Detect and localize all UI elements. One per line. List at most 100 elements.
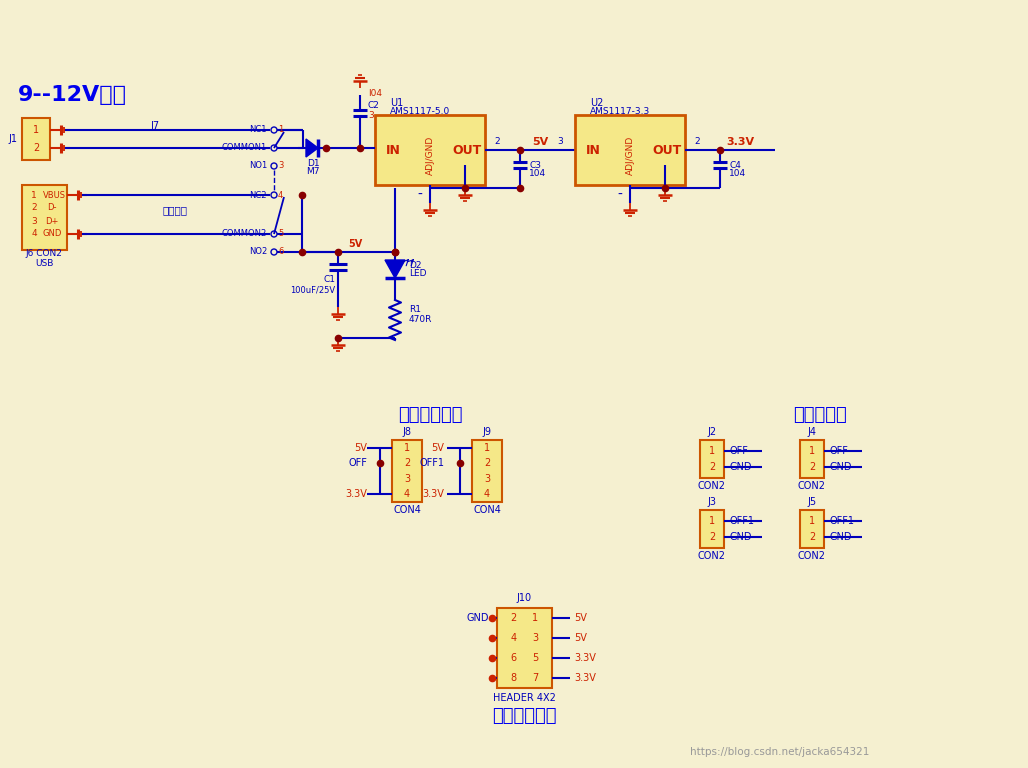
Text: J2: J2 (707, 427, 717, 437)
Text: OUT: OUT (653, 144, 682, 157)
Text: 外接电源引出: 外接电源引出 (492, 707, 557, 725)
Text: 5V: 5V (431, 442, 444, 453)
Text: OFF1: OFF1 (829, 516, 854, 526)
Text: D-: D- (47, 204, 57, 213)
Polygon shape (306, 139, 318, 157)
Text: 1: 1 (484, 442, 490, 453)
Text: USB: USB (35, 260, 53, 269)
Text: J4: J4 (808, 427, 816, 437)
Text: GND: GND (42, 230, 62, 239)
Bar (22, 185, 67, 250)
Text: NC1: NC1 (250, 125, 267, 134)
Text: J7: J7 (150, 121, 159, 131)
Text: 9--12V直流: 9--12V直流 (19, 85, 127, 105)
Text: -: - (618, 188, 622, 202)
Text: 3: 3 (404, 474, 410, 484)
Text: 1: 1 (278, 125, 284, 134)
Text: J3: J3 (707, 497, 717, 507)
Text: 3.3V: 3.3V (423, 489, 444, 499)
Text: 3: 3 (533, 633, 539, 643)
Text: M7: M7 (306, 167, 320, 176)
Text: 3: 3 (31, 217, 37, 226)
Bar (497, 608, 552, 688)
Text: U2: U2 (590, 98, 603, 108)
Polygon shape (386, 260, 405, 278)
Text: CON4: CON4 (473, 505, 501, 515)
Text: 1: 1 (533, 613, 539, 623)
Text: 4: 4 (484, 489, 490, 499)
Text: J9: J9 (482, 427, 491, 437)
Text: 6: 6 (278, 247, 284, 257)
Text: GND: GND (729, 462, 751, 472)
Text: 2: 2 (484, 458, 490, 468)
Text: CON2: CON2 (798, 481, 827, 491)
Text: C3: C3 (529, 161, 541, 170)
Text: J10: J10 (517, 593, 533, 603)
Text: 1: 1 (33, 125, 39, 135)
Text: 1: 1 (709, 516, 715, 526)
Text: 4: 4 (511, 633, 516, 643)
Text: 3: 3 (368, 111, 374, 120)
Text: https://blog.csdn.net/jacka654321: https://blog.csdn.net/jacka654321 (691, 747, 870, 757)
Text: 470R: 470R (409, 316, 433, 325)
Text: ADJ/GND: ADJ/GND (426, 135, 435, 174)
Text: 2: 2 (31, 204, 37, 213)
Text: 2: 2 (709, 532, 715, 542)
Text: 1: 1 (809, 516, 815, 526)
Bar (575, 115, 685, 185)
Text: NO2: NO2 (249, 247, 267, 257)
Text: I04: I04 (368, 88, 382, 98)
Text: GND: GND (829, 462, 851, 472)
Text: VBUS: VBUS (42, 190, 66, 200)
Bar (800, 510, 824, 548)
Text: 4: 4 (404, 489, 410, 499)
Bar (392, 440, 423, 502)
Text: OFF: OFF (829, 446, 848, 456)
Text: 3.3V: 3.3V (726, 137, 755, 147)
Text: AMS1117-3.3: AMS1117-3.3 (590, 107, 651, 115)
Text: 2: 2 (809, 532, 815, 542)
Text: CON2: CON2 (698, 551, 726, 561)
Text: OFF1: OFF1 (729, 516, 754, 526)
Text: -: - (417, 188, 423, 202)
Text: 104: 104 (729, 170, 746, 178)
Bar (800, 440, 824, 478)
Text: 2: 2 (510, 613, 517, 623)
Text: C4: C4 (729, 161, 741, 170)
Text: COMMON1: COMMON1 (222, 144, 267, 153)
Text: J1: J1 (8, 134, 17, 144)
Text: 3: 3 (278, 161, 284, 170)
Text: D2: D2 (409, 260, 421, 270)
Bar (472, 440, 502, 502)
Text: 5V: 5V (354, 442, 367, 453)
Text: ADJ/GND: ADJ/GND (625, 135, 634, 174)
Text: GND: GND (829, 532, 851, 542)
Text: 5: 5 (533, 653, 539, 663)
Text: 5V: 5V (574, 613, 587, 623)
Text: AMS1117-5.0: AMS1117-5.0 (390, 107, 450, 115)
Text: 2: 2 (494, 137, 500, 147)
Text: OFF1: OFF1 (419, 458, 444, 468)
Text: 1: 1 (31, 190, 37, 200)
Text: 面包板电源: 面包板电源 (794, 406, 847, 424)
Text: 4: 4 (31, 230, 37, 239)
Text: CON2: CON2 (698, 481, 726, 491)
Text: 4: 4 (278, 190, 284, 200)
Text: 104: 104 (529, 170, 546, 178)
Text: 8: 8 (511, 673, 516, 683)
Text: 2: 2 (33, 143, 39, 153)
Text: C2: C2 (368, 101, 380, 110)
Text: 自锁开关: 自锁开关 (162, 205, 187, 215)
Text: NO1: NO1 (249, 161, 267, 170)
Text: 5: 5 (278, 230, 284, 239)
Text: IN: IN (586, 144, 600, 157)
Text: 5V: 5V (574, 633, 587, 643)
Text: 6: 6 (511, 653, 516, 663)
Text: D1: D1 (306, 158, 320, 167)
Bar (375, 115, 485, 185)
Text: 1: 1 (709, 446, 715, 456)
Text: 5V: 5V (347, 239, 362, 249)
Text: 1: 1 (404, 442, 410, 453)
Text: U1: U1 (390, 98, 403, 108)
Text: IN: IN (386, 144, 401, 157)
